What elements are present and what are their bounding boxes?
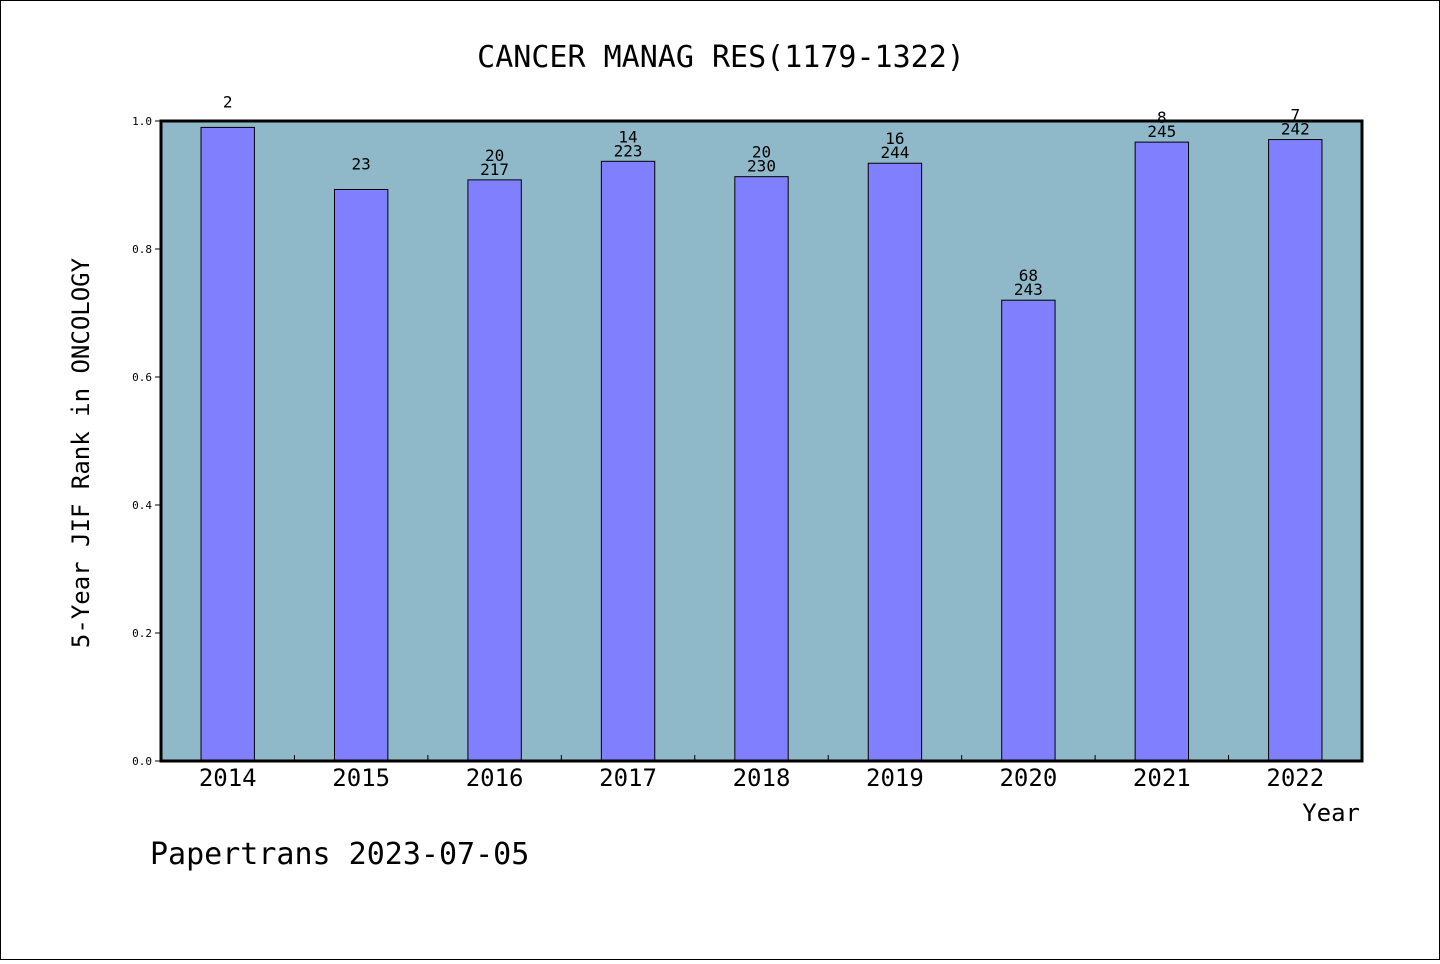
x-tick-label-2017: 2017 <box>599 764 657 792</box>
x-axis-label: Year <box>1302 799 1360 827</box>
bar-total-label-2017: 223 <box>614 141 643 160</box>
footer-credit: Papertrans 2023-07-05 <box>150 837 529 872</box>
y-axis-label: 5-Year JIF Rank in ONCOLOGY <box>67 257 95 648</box>
y-axis: 0.0 0.2 0.4 0.6 0.8 1.0 <box>132 115 161 768</box>
y-tick-label: 0.8 <box>132 243 152 256</box>
x-tick-label-2019: 2019 <box>866 764 924 792</box>
bar-rank-label-2018: 20 <box>752 143 771 162</box>
plot-border <box>159 119 1364 763</box>
x-tick-label-2016: 2016 <box>466 764 524 792</box>
x-axis: 2014 2015 2016 2017 2018 2019 2020 2021 2022 <box>199 755 1324 792</box>
x-tick-label-2014: 2014 <box>199 764 257 792</box>
y-tick-label: 0.6 <box>132 371 152 384</box>
bar-2022 <box>1268 139 1323 762</box>
bar-total-label-2022: 242 <box>1281 120 1310 139</box>
bar-2014 <box>200 126 255 762</box>
bar-rank-label-2022: 7 <box>1290 106 1300 125</box>
bar-rank-label-2021: 8 <box>1157 108 1167 127</box>
bar-rank-label-2017: 14 <box>618 127 637 146</box>
bar-2021 <box>1134 141 1190 762</box>
bar-2015 <box>333 188 389 762</box>
bar-total-label-2016: 217 <box>480 160 509 179</box>
x-tick-label-2021: 2021 <box>1133 764 1191 792</box>
bars-group <box>200 126 1323 762</box>
bar-total-label-2021: 245 <box>1147 122 1176 141</box>
y-tick-label: 1.0 <box>132 115 152 128</box>
bar-rank-label-2014: 2 <box>223 92 233 111</box>
bar-rank-label-2016: 20 <box>485 146 504 165</box>
bar-2017 <box>600 160 656 762</box>
bar-2018 <box>734 176 789 762</box>
chart-title: CANCER MANAG RES(1179-1322) <box>477 40 965 75</box>
bar-rank-label-2019: 16 <box>885 129 904 148</box>
bar-2020 <box>1001 299 1056 762</box>
bar-total-label-2018: 230 <box>747 157 776 176</box>
bar-2016 <box>467 179 522 762</box>
bar-rank-label-2020: 68 <box>1019 266 1038 285</box>
bar-2019 <box>867 162 923 762</box>
y-tick-label: 0.2 <box>132 627 152 640</box>
bar-rank-label-2015: 23 <box>352 154 371 173</box>
y-tick-label: 0.0 <box>132 755 152 768</box>
x-tick-label-2020: 2020 <box>999 764 1057 792</box>
y-tick-label: 0.4 <box>132 499 152 512</box>
x-tick-label-2018: 2018 <box>733 764 791 792</box>
x-tick-label-2022: 2022 <box>1266 764 1324 792</box>
bar-total-label-2019: 244 <box>880 143 909 162</box>
bar-total-label-2020: 243 <box>1014 280 1043 299</box>
x-tick-label-2015: 2015 <box>332 764 390 792</box>
